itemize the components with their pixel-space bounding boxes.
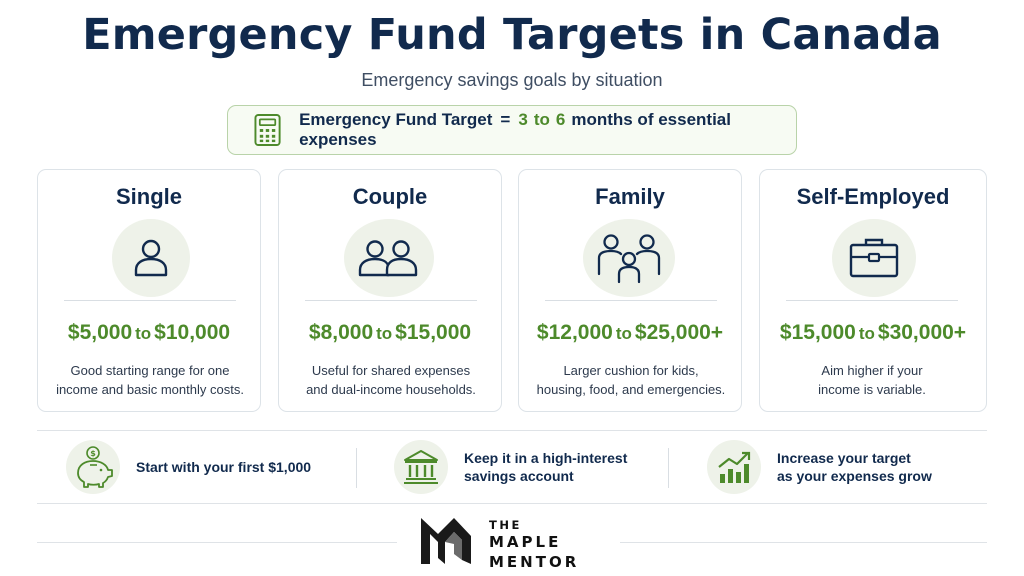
bank-icon (404, 450, 438, 484)
tip-separator (668, 448, 669, 488)
tip-separator (356, 448, 357, 488)
card-description: Aim higher if your income is variable. (818, 363, 926, 397)
card-description: Good starting range for one income and ba… (56, 363, 244, 397)
card-amount: $8,000 to $15,000 (308, 321, 472, 344)
person-icon (134, 239, 168, 277)
tip-text-line1: Increase your target (777, 450, 911, 466)
formula-banner: Emergency Fund Target = 3 to 6 months of esse… (227, 105, 797, 155)
card-divider (64, 300, 236, 301)
footer-line-right (620, 542, 987, 543)
tip-text-line2: savings account (464, 468, 574, 484)
card-title: Single (115, 184, 182, 209)
card-divider (786, 300, 958, 301)
card-title: Family (595, 184, 665, 209)
card-divider (305, 300, 477, 301)
tips-bottom-divider (37, 503, 987, 504)
footer-line-left (37, 542, 397, 543)
formula-upto: 6 (555, 110, 566, 129)
card-couple: Couple $8,000 to $15,000 Useful for shared… (278, 169, 502, 412)
page-title: Emergency Fund Targets in Canada (82, 10, 942, 60)
tips-top-divider (37, 430, 987, 431)
formula-to-word: to (533, 110, 550, 129)
tip-text-line2: as your expenses grow (777, 468, 932, 484)
card-family: Family $12,000 to $25,000+ Larger cushion … (518, 169, 742, 412)
card-title: Couple (352, 184, 428, 209)
card-amount: $15,000 to $30,000+ (779, 321, 967, 344)
svg-text:$: $ (90, 449, 96, 458)
formula-rest: months of essential expenses (299, 110, 731, 149)
formula-label: Emergency Fund Target (299, 110, 493, 129)
formula-from: 3 (518, 110, 528, 129)
page-subtitle: Emergency savings goals by situation (361, 70, 663, 90)
maple-mentor-logo (421, 518, 471, 564)
briefcase-icon (849, 238, 899, 278)
card-title: Self-Employed (796, 184, 950, 209)
tip-increase-target: Increase your target as your expenses gro… (707, 438, 932, 496)
tip-high-interest: Keep it in a high-interest savings accoun… (394, 438, 627, 496)
card-description: Larger cushion for kids, housing, food, a… (536, 363, 726, 397)
tip-text-line1: Keep it in a high-interest (464, 450, 628, 466)
card-single: Single $5,000 to $10,000 Good starting ran… (37, 169, 261, 412)
card-self-employed: Self-Employed $15,000 to $30,000+ Aim high… (759, 169, 987, 412)
card-amount: $5,000 to $10,000 (67, 321, 231, 344)
card-divider (545, 300, 717, 301)
formula-equals: = (500, 110, 511, 129)
tip-text: Start with your first $1,000 (136, 459, 312, 475)
card-amount: $12,000 to $25,000+ (536, 321, 724, 344)
calculator-icon (254, 114, 281, 146)
two-people-icon (358, 240, 418, 277)
growth-chart-icon (718, 451, 751, 483)
family-icon (597, 234, 661, 284)
tip-first-1000: $ Start with your first $1,000 (66, 438, 311, 496)
card-description: Useful for shared expenses and dual-incom… (306, 363, 476, 397)
piggy-bank-icon: $ (77, 446, 113, 488)
brand-wordmark: THE MAPLE MENTOR (489, 518, 580, 571)
